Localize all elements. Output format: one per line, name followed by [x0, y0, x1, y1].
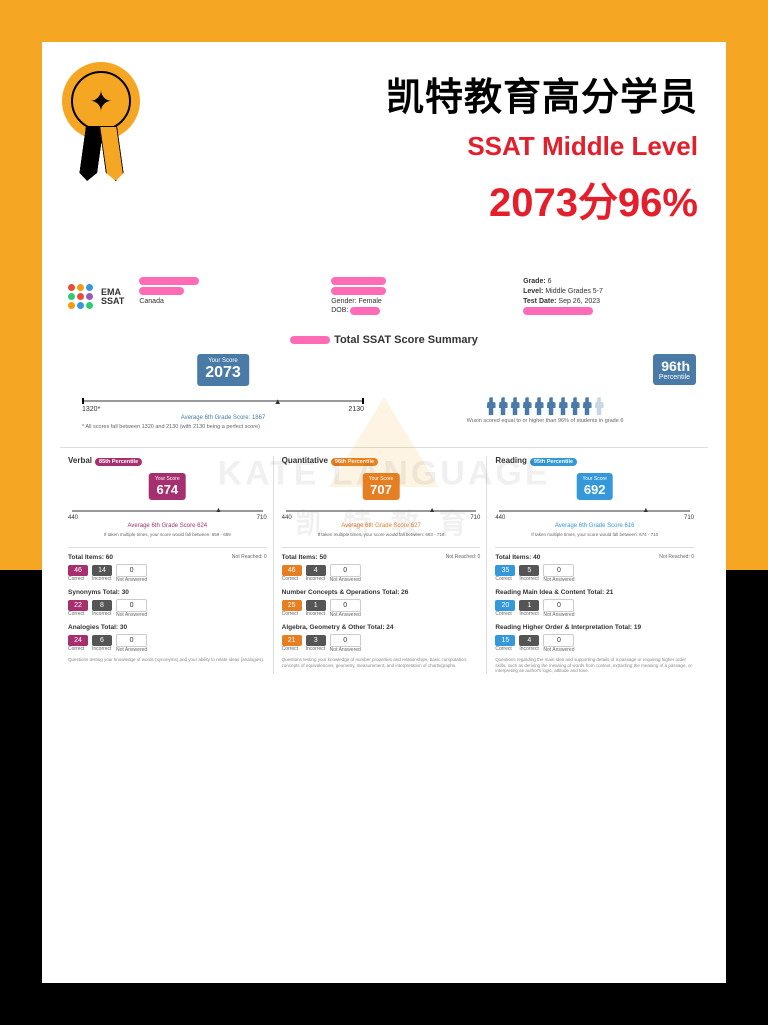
- total-score-box: Your Score 2073 ▲ 1320*2130 Average 6th …: [72, 354, 374, 433]
- sections-row: Verbal85th Percentile Your Score674 .sec…: [60, 447, 708, 674]
- student-gender: Female: [358, 298, 381, 305]
- percentile-badge: 96th Percentile: [653, 354, 696, 385]
- report-header: EMA SSAT Canada Gender: Female DOB: Grad…: [60, 273, 708, 320]
- score-report: KATE LANGUAGE 凯 特 教 育 EMA SSAT Canada Ge…: [60, 273, 708, 674]
- logo-dots-icon: [68, 284, 93, 309]
- student-grade: 6: [548, 278, 552, 285]
- avg-score-text: Average 6th Grade Score: 1867: [72, 415, 374, 421]
- test-date: Sep 26, 2023: [558, 298, 600, 305]
- main-card: ✦ 凯特教育高分学员 SSAT Middle Level 2073分96% KA…: [42, 42, 726, 983]
- section-quantitative: Quantitative96th Percentile Your Score70…: [282, 456, 488, 674]
- section-verbal: Verbal85th Percentile Your Score674 .sec…: [68, 456, 274, 674]
- title-english: SSAT Middle Level: [60, 131, 698, 162]
- star-icon: ✦: [71, 71, 131, 131]
- ribbon-badge: ✦: [62, 62, 152, 182]
- student-country: Canada: [139, 298, 164, 305]
- student-level: Middle Grades 5-7: [545, 288, 603, 295]
- logo-brand2: SSAT: [101, 297, 124, 306]
- section-reading: Reading95th Percentile Your Score692 .se…: [495, 456, 700, 674]
- score-note: * All scores fall between 1320 and 2130 …: [82, 424, 364, 430]
- title-score: 2073分96%: [60, 170, 698, 228]
- title-chinese: 凯特教育高分学员: [60, 66, 698, 121]
- summary-title: Total SSAT Score Summary: [334, 334, 478, 346]
- header: 凯特教育高分学员 SSAT Middle Level 2073分96%: [60, 66, 708, 228]
- people-icons: [394, 397, 696, 415]
- total-score-value: 2073: [205, 364, 241, 382]
- percentile-note: Wuxin scored equal to or higher than 96%…: [404, 418, 686, 424]
- percentile-box: 96th Percentile Wuxin scored equal to or…: [394, 354, 696, 433]
- total-score-pin: Your Score 2073: [197, 354, 249, 386]
